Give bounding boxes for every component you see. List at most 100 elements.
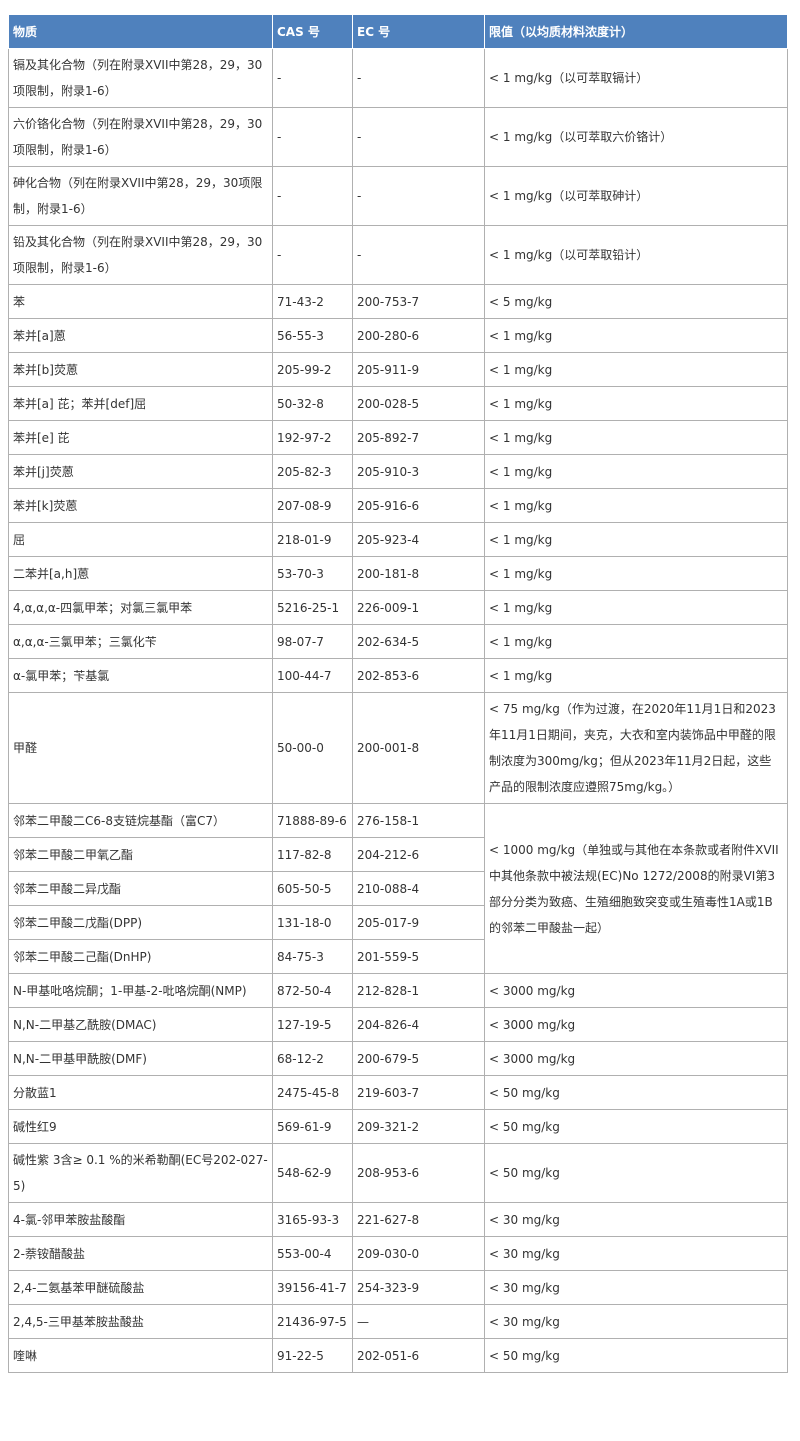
substance: α,α,α-三氯甲苯；三氯化苄: [8, 624, 273, 659]
table-row: 2,4,5-三甲基苯胺盐酸盐 21436-97-5— < 30 mg/kg: [8, 1304, 788, 1339]
cas-number: 98-07-7: [272, 624, 353, 659]
table-row: 4,α,α,α-四氯甲苯；对氯三氯甲苯 5216-25-1 226-009-1 < 1…: [8, 590, 788, 625]
limit: < 1 mg/kg（以可萃取铅计）: [484, 225, 788, 285]
substance: N,N-二甲基甲酰胺(DMF): [8, 1041, 273, 1076]
table-row: 镉及其化合物（列在附录XVII中第28，29，30项限制，附录1-6） - - < 1…: [8, 48, 788, 108]
cas-number: 553-00-4: [272, 1236, 353, 1271]
cas-number: 68-12-2: [272, 1041, 353, 1076]
substance: 镉及其化合物（列在附录XVII中第28，29，30项限制，附录1-6）: [8, 48, 273, 108]
ec-number: 210-088-4: [352, 871, 485, 906]
limit: < 3000 mg/kg: [484, 1007, 788, 1042]
substance: 4,α,α,α-四氯甲苯；对氯三氯甲苯: [8, 590, 273, 625]
ec-number: 200-181-8: [352, 556, 485, 591]
ec-number: -: [352, 107, 485, 167]
header-cell: CAS 号: [272, 14, 353, 49]
cas-number: 3165-93-3: [272, 1202, 353, 1237]
substance: 邻苯二甲酸二C6-8支链烷基酯（富C7）: [8, 803, 273, 838]
substance: N-甲基吡咯烷酮；1-甲基-2-吡咯烷酮(NMP): [8, 973, 273, 1008]
cas-number: 192-97-2: [272, 420, 353, 455]
substance: 4-氯-邻甲苯胺盐酸酯: [8, 1202, 273, 1237]
ec-number: 204-212-6: [352, 837, 485, 872]
ec-number: 205-916-6: [352, 488, 485, 523]
cas-number: 207-08-9: [272, 488, 353, 523]
cas-number: -: [272, 166, 353, 226]
cas-number: 131-18-0: [272, 905, 353, 940]
substance: α-氯甲苯；苄基氯: [8, 658, 273, 693]
substance: 碱性紫 3含≥ 0.1 %的米希勒酮(EC号202-027-5): [8, 1143, 273, 1203]
ec-number: 201-559-5: [352, 939, 485, 974]
cas-number: 21436-97-5: [272, 1304, 353, 1339]
table-row: 苯并[j]荧蒽 205-82-3 205-910-3 < 1 mg/kg: [8, 454, 788, 489]
limit: < 30 mg/kg: [484, 1202, 788, 1237]
ec-number: 200-280-6: [352, 318, 485, 353]
table-row: 苯 71-43-2 200-753-7 < 5 mg/kg: [8, 284, 788, 319]
cas-number: 84-75-3: [272, 939, 353, 974]
limit: < 1 mg/kg: [484, 420, 788, 455]
ec-number: 205-892-7: [352, 420, 485, 455]
substance: 砷化合物（列在附录XVII中第28，29，30项限制，附录1-6）: [8, 166, 273, 226]
table-row: 屈 218-01-9 205-923-4 < 1 mg/kg: [8, 522, 788, 557]
table-row: 甲醛 50-00-0 200-001-8 < 75 mg/kg（作为过渡，在2020年…: [8, 692, 788, 804]
table-row: 苯并[e] 芘 192-97-2 205-892-7 < 1 mg/kg: [8, 420, 788, 455]
cas-number: -: [272, 48, 353, 108]
ec-number: 208-953-6: [352, 1143, 485, 1203]
header-cell: 限值（以均质材料浓度计）: [484, 14, 788, 49]
table-row: 铅及其化合物（列在附录XVII中第28，29，30项限制，附录1-6） - - < 1…: [8, 225, 788, 285]
substance: 苯并[j]荧蒽: [8, 454, 273, 489]
header-row: 物质 CAS 号 EC 号限值（以均质材料浓度计）: [8, 14, 788, 49]
table-row: 2,4-二氨基苯甲醚硫酸盐 39156-41-7 254-323-9 < 30 mg/…: [8, 1270, 788, 1305]
substance: 2,4,5-三甲基苯胺盐酸盐: [8, 1304, 273, 1339]
table-row: 4-氯-邻甲苯胺盐酸酯 3165-93-3 221-627-8 < 30 mg/kg: [8, 1202, 788, 1237]
ec-number: 221-627-8: [352, 1202, 485, 1237]
substance: 甲醛: [8, 692, 273, 804]
substance: 邻苯二甲酸二戊酯(DPP): [8, 905, 273, 940]
substance: 喹啉: [8, 1338, 273, 1373]
table-row: 碱性紫 3含≥ 0.1 %的米希勒酮(EC号202-027-5) 548-62-9…: [8, 1143, 788, 1203]
substance: 邻苯二甲酸二异戊酯: [8, 871, 273, 906]
substance: 苯并[b]荧蒽: [8, 352, 273, 387]
table-row: 2-萘铵醋酸盐 553-00-4 209-030-0 < 30 mg/kg: [8, 1236, 788, 1271]
substance: 碱性红9: [8, 1109, 273, 1144]
cas-number: 218-01-9: [272, 522, 353, 557]
ec-number: 254-323-9: [352, 1270, 485, 1305]
limit: < 1 mg/kg: [484, 352, 788, 387]
limit: < 30 mg/kg: [484, 1304, 788, 1339]
limit: < 50 mg/kg: [484, 1338, 788, 1373]
ec-number: 226-009-1: [352, 590, 485, 625]
substance: 屈: [8, 522, 273, 557]
substance: 邻苯二甲酸二甲氧乙酯: [8, 837, 273, 872]
ec-number: 212-828-1: [352, 973, 485, 1008]
cas-number: 100-44-7: [272, 658, 353, 693]
limit: < 5 mg/kg: [484, 284, 788, 319]
cas-number: 91-22-5: [272, 1338, 353, 1373]
limit: < 3000 mg/kg: [484, 1041, 788, 1076]
substance: 苯并[e] 芘: [8, 420, 273, 455]
substance: 苯: [8, 284, 273, 319]
ec-number: 209-030-0: [352, 1236, 485, 1271]
substance: N,N-二甲基乙酰胺(DMAC): [8, 1007, 273, 1042]
substance: 二苯并[a,h]蒽: [8, 556, 273, 591]
cas-number: 872-50-4: [272, 973, 353, 1008]
table-row: 二苯并[a,h]蒽 53-70-3 200-181-8 < 1 mg/kg: [8, 556, 788, 591]
table-row: 邻苯二甲酸二C6-8支链烷基酯（富C7） 71888-89-6 276-158-1 <…: [8, 803, 788, 974]
limit: < 1000 mg/kg（单独或与其他在本条款或者附件XVII中其他条款中被法规…: [484, 803, 788, 974]
cas-number: 71888-89-6: [272, 803, 353, 838]
header-cell: 物质: [8, 14, 273, 49]
table-row: 苯并[b]荧蒽 205-99-2 205-911-9 < 1 mg/kg: [8, 352, 788, 387]
substance: 六价铬化合物（列在附录XVII中第28，29，30项限制，附录1-6）: [8, 107, 273, 167]
header-cell: EC 号: [352, 14, 485, 49]
limit: < 1 mg/kg: [484, 522, 788, 557]
cas-number: -: [272, 225, 353, 285]
table-row: N,N-二甲基甲酰胺(DMF) 68-12-2 200-679-5 < 3000 mg…: [8, 1041, 788, 1076]
limit: < 1 mg/kg: [484, 590, 788, 625]
table-row: N-甲基吡咯烷酮；1-甲基-2-吡咯烷酮(NMP) 872-50-4 212-828…: [8, 973, 788, 1008]
cas-number: -: [272, 107, 353, 167]
cas-number: 5216-25-1: [272, 590, 353, 625]
limit: < 30 mg/kg: [484, 1236, 788, 1271]
substance-table: 物质 CAS 号 EC 号限值（以均质材料浓度计） 镉及其化合物（列在附录XVII中…: [8, 14, 788, 1373]
limit: < 1 mg/kg: [484, 454, 788, 489]
ec-number: 200-753-7: [352, 284, 485, 319]
cas-number: 56-55-3: [272, 318, 353, 353]
limit: < 50 mg/kg: [484, 1109, 788, 1144]
